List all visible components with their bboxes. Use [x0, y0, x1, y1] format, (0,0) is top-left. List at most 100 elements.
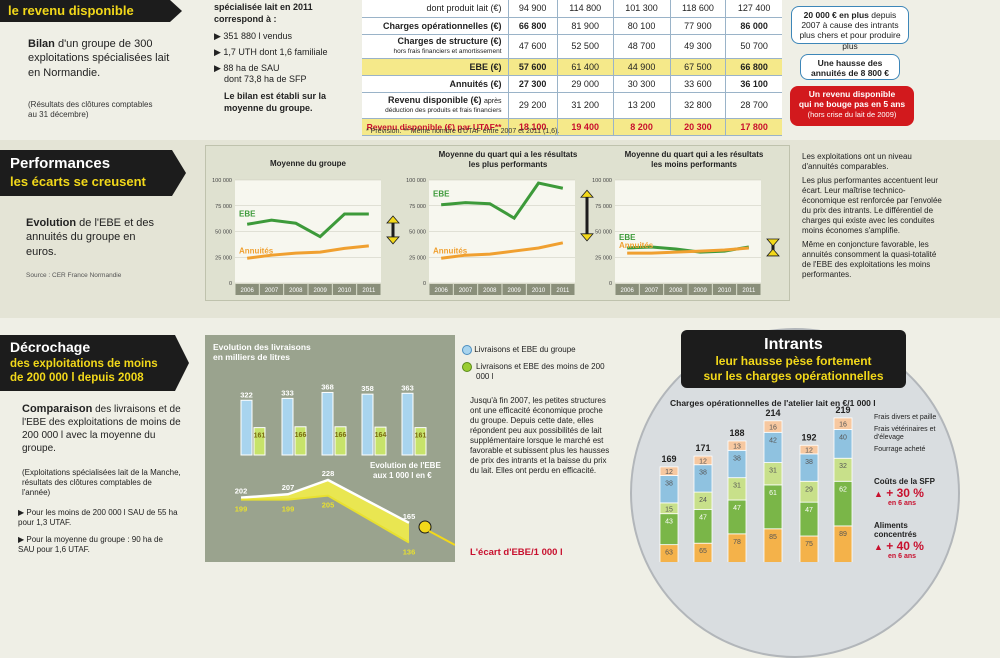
bar-small	[253, 427, 266, 456]
stacked-segment	[799, 444, 819, 455]
ecart-area	[241, 479, 409, 543]
table-row: Revenu disponible (€) par UTAF** 18 100 19…	[362, 118, 782, 136]
segment-label: 85	[769, 534, 777, 541]
segment-label: 16	[839, 422, 847, 429]
segment-label: 61	[769, 490, 777, 497]
total-label: 192	[801, 432, 816, 442]
y-tick-label: 25 000	[215, 255, 232, 261]
x-tick-bg	[429, 284, 453, 295]
bilan-bold: Bilan	[28, 38, 55, 50]
x-tick-label: 2009	[693, 288, 707, 294]
stacked-segment	[799, 535, 819, 562]
decro-banner: Décrochage des exploitations de moins de 2…	[0, 335, 175, 391]
series-line-ebe	[441, 181, 564, 221]
series-line-annuites	[440, 241, 564, 260]
y-tick-label: 100 000	[212, 178, 232, 184]
callout-revenu: Un revenu disponible qui ne bouge pas en …	[790, 86, 914, 126]
perf-banner: Performances les écarts se creusent	[0, 150, 172, 196]
table-row: Charges de structure (€) hors frais finan…	[362, 34, 782, 59]
stacked-segment	[693, 455, 713, 466]
x-tick-bg	[284, 284, 308, 295]
comp-bullet-2: ▶ Pour la moyenne du groupe : 90 ha de S…	[18, 535, 163, 554]
bullet: ▶ 1,7 UTH dont 1,6 familiale	[214, 47, 328, 58]
x-tick-bg	[526, 284, 551, 295]
segment-label: 15	[665, 506, 673, 513]
legend-item-small: Livraisons et EBE des moins de 200 000 l	[462, 361, 612, 383]
decro-arrow	[175, 335, 189, 391]
segment-label: 47	[805, 507, 813, 514]
y-tick-label: 0	[609, 281, 612, 287]
bullet-sub: dont 73,8 ha de SFP	[224, 74, 307, 85]
total-label: 171	[695, 443, 710, 453]
x-tick-label: 2008	[483, 288, 497, 294]
series-label: EBE	[239, 209, 256, 218]
bar-group	[321, 391, 334, 456]
comp-note: (Exploitations spécialisées lait de la M…	[22, 468, 181, 497]
ebe-label-small: 205	[322, 501, 335, 510]
y-tick-label: 75 000	[595, 204, 612, 210]
segment-label: 38	[805, 459, 813, 466]
series-label: Annuités	[619, 241, 654, 250]
x-tick-label: 2010	[338, 288, 352, 294]
callout-annuites: Une hausse des annuités de 8 800 €	[800, 54, 900, 80]
bar-label: 161	[415, 433, 427, 440]
gap-arrow-head	[580, 233, 594, 242]
segment-label: 62	[839, 486, 847, 493]
segment-label: 32	[839, 463, 847, 470]
decro-mid-text: Jusqu'à fin 2007, les petites structures…	[470, 396, 610, 475]
x-tick-label: 2010	[718, 288, 732, 294]
x-tick-label: 2008	[289, 288, 303, 294]
bar-group	[401, 392, 414, 456]
legend-divers: Frais divers et paille	[874, 414, 937, 421]
comp-bullet-1: ▶ Pour les moins de 200 000 l SAU de 55 …	[18, 508, 178, 527]
intrants-chart: Charges opérationnelles de l'atelier lai…	[659, 398, 876, 562]
y-tick-label: 25 000	[595, 255, 612, 261]
bar-small	[294, 426, 307, 456]
stacked-segment	[833, 417, 853, 430]
segment-label: 31	[733, 483, 741, 490]
legend-item-group: Livraisons et EBE du groupe	[462, 345, 612, 356]
ebe-line-group	[240, 478, 410, 524]
x-tick-label: 2009	[507, 288, 521, 294]
gap-arrow-head	[766, 238, 780, 247]
x-tick-bg	[478, 284, 502, 295]
ebe-label-small: 199	[235, 505, 248, 514]
comp-text: Comparaison des livraisons et de l'EBE d…	[22, 403, 181, 455]
top-mid: spécialisée lait en 2011 correspond à : …	[214, 2, 364, 115]
table-row: EBE (€) 57 600 61 400 44 900 67 500 66 800	[362, 58, 782, 76]
chart-title: Charges opérationnelles de l'atelier lai…	[670, 398, 876, 408]
y-tick-label: 100 000	[406, 178, 426, 184]
x-tick-bg	[332, 284, 357, 295]
x-tick-label: 2006	[240, 288, 254, 294]
ecart-pointer	[428, 530, 455, 546]
series-line-ebe	[246, 212, 369, 239]
key-table: dont produit lait (€) 94 900 114 800 101 30…	[362, 0, 782, 136]
y-tick-label: 25 000	[409, 255, 426, 261]
bar-label: 333	[281, 388, 294, 397]
segment-label: 65	[699, 548, 707, 555]
x-tick-bg	[308, 284, 332, 295]
segment-label: 24	[699, 497, 707, 504]
segment-label: 43	[665, 519, 673, 526]
total-label: 214	[765, 408, 780, 418]
mid-bullets: ▶ 351 880 l vendus ▶ 1,7 UTH dont 1,6 fa…	[214, 31, 364, 86]
bar-label: 363	[401, 383, 414, 392]
gap-arrow-head	[386, 215, 400, 224]
callout-charges: 20 000 € en plus depuis 2007 à cause des…	[791, 6, 909, 51]
x-tick-label: 2007	[645, 288, 659, 294]
stacked-segment	[727, 440, 747, 451]
segment-label: 47	[699, 514, 707, 521]
bar-group	[361, 393, 374, 456]
segment-label: 38	[699, 470, 707, 477]
table-row: Annuités (€) 27 300 29 000 30 300 33 600 36 1…	[362, 75, 782, 93]
series-line-annuites	[627, 246, 749, 255]
sfp-box: Coûts de la SFP ▲ + 30 % en 6 ans	[874, 477, 935, 507]
series-label: Annuités	[239, 246, 274, 255]
ecart-marker	[418, 520, 432, 534]
x-tick-label: 2006	[620, 288, 634, 294]
segment-label: 42	[769, 437, 777, 444]
segment-label: 40	[839, 434, 847, 441]
segment-label: 12	[665, 469, 673, 476]
y-tick-label: 50 000	[595, 230, 612, 236]
gap-arrow-head	[580, 189, 594, 198]
